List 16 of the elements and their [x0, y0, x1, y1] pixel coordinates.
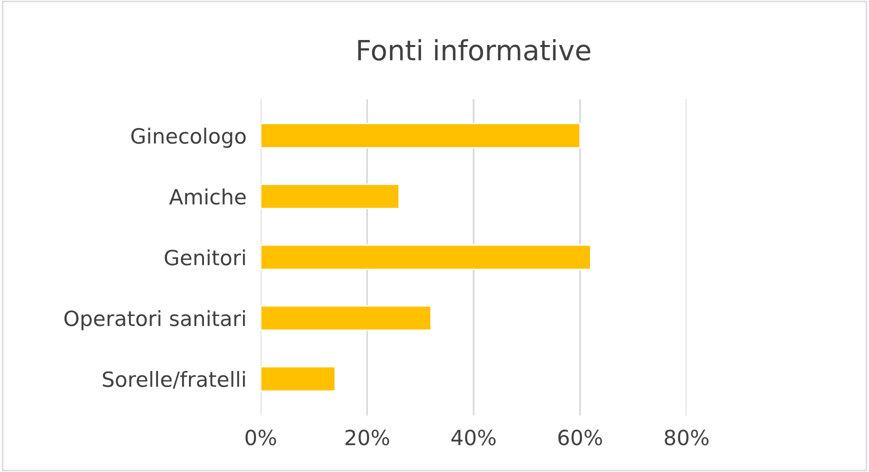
y-tick-label: Sorelle/fratelli	[102, 370, 245, 389]
y-tick-label: Operatori sanitari	[64, 310, 245, 330]
x-tick-label: 0%	[246, 430, 276, 446]
y-tick-label: Ginecologo	[131, 128, 246, 148]
chart-title: Fonti informative	[358, 39, 590, 61]
bar	[260, 244, 592, 270]
x-tick-label: 60%	[558, 430, 602, 446]
bar	[260, 122, 581, 148]
bar	[260, 184, 400, 210]
x-tick-label: 40%	[451, 430, 496, 446]
y-tick-label: Genitori	[164, 249, 245, 266]
x-tick-label: 20%	[346, 430, 390, 446]
x-tick-label: 80%	[664, 430, 709, 446]
y-tick-label: Amiche	[169, 188, 246, 205]
bar	[260, 366, 336, 392]
bar	[260, 305, 432, 331]
